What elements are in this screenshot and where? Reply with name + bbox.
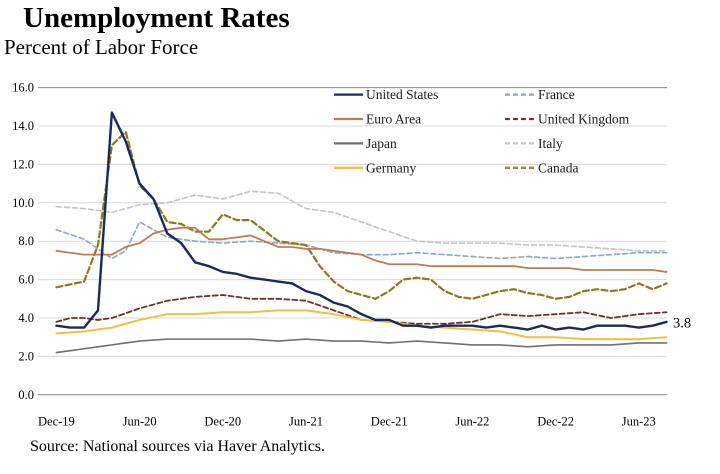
svg-text:Dec-21: Dec-21 [371, 415, 408, 429]
svg-text:Germany: Germany [366, 160, 416, 175]
svg-text:2.0: 2.0 [18, 349, 34, 363]
svg-text:12.0: 12.0 [12, 157, 34, 171]
svg-text:France: France [538, 87, 575, 102]
svg-text:Dec-20: Dec-20 [204, 415, 241, 429]
svg-text:United States: United States [366, 87, 438, 102]
svg-text:0.0: 0.0 [18, 388, 34, 402]
svg-text:Jun-22: Jun-22 [455, 415, 489, 429]
svg-text:Canada: Canada [538, 160, 578, 175]
svg-text:Dec-22: Dec-22 [537, 415, 574, 429]
svg-text:Jun-21: Jun-21 [289, 415, 323, 429]
svg-text:10.0: 10.0 [12, 196, 34, 210]
svg-text:United Kingdom: United Kingdom [538, 112, 630, 127]
svg-text:Italy: Italy [538, 136, 563, 151]
svg-text:Euro Area: Euro Area [366, 112, 421, 127]
svg-text:14.0: 14.0 [12, 119, 34, 133]
svg-text:8.0: 8.0 [18, 234, 34, 248]
svg-text:Jun-23: Jun-23 [622, 415, 656, 429]
svg-text:16.0: 16.0 [12, 81, 34, 95]
svg-text:3.8: 3.8 [673, 316, 691, 332]
svg-text:Japan: Japan [366, 136, 397, 151]
svg-text:4.0: 4.0 [18, 311, 34, 325]
svg-text:6.0: 6.0 [18, 273, 34, 287]
svg-text:Dec-19: Dec-19 [38, 415, 75, 429]
svg-text:Jun-20: Jun-20 [123, 415, 157, 429]
